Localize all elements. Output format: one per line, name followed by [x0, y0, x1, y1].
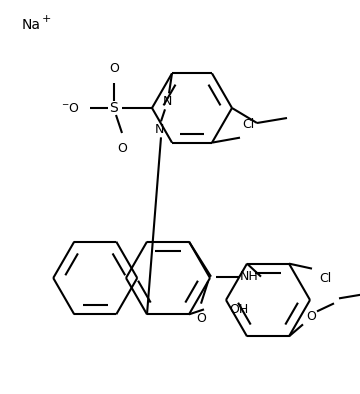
Text: N: N — [154, 123, 164, 136]
Text: Cl: Cl — [242, 118, 254, 131]
Text: Cl: Cl — [319, 272, 331, 285]
Text: O: O — [196, 312, 206, 325]
Text: O: O — [306, 310, 316, 323]
Text: NH: NH — [240, 270, 258, 283]
Text: $^{-}$O: $^{-}$O — [61, 102, 80, 115]
Text: +: + — [42, 14, 51, 24]
Text: O: O — [117, 141, 127, 154]
Text: O: O — [109, 61, 119, 74]
Text: Na: Na — [22, 18, 41, 32]
Text: S: S — [110, 101, 118, 115]
Text: N: N — [162, 95, 172, 108]
Text: OH: OH — [229, 303, 248, 316]
